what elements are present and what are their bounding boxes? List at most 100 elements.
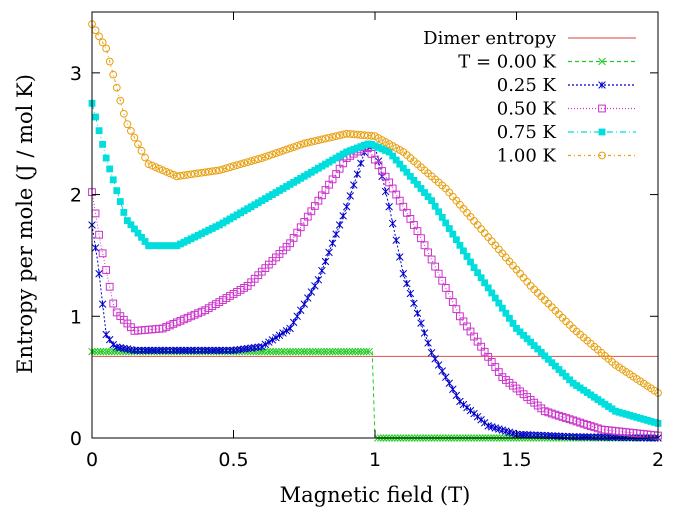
data-point: [272, 149, 280, 158]
data-point: [506, 314, 513, 322]
data-point: [93, 347, 102, 356]
data-point: [325, 158, 333, 166]
data-point: [99, 140, 107, 148]
data-point: [424, 193, 432, 200]
series-line: [91, 145, 659, 437]
data-point: [286, 181, 294, 188]
data-point: [445, 379, 454, 387]
data-point: [311, 282, 319, 290]
data-point: [346, 147, 354, 155]
data-point: [190, 346, 199, 355]
data-point: [484, 284, 492, 292]
data-point: [572, 433, 581, 441]
data-point: [95, 269, 103, 278]
data-point: [296, 140, 305, 149]
y-tick-label: 3: [70, 63, 82, 85]
data-point: [208, 225, 216, 232]
data-point: [212, 346, 220, 355]
data-point: [357, 159, 365, 168]
data-point: [378, 145, 386, 153]
data-point: [321, 134, 330, 143]
data-point: [346, 192, 354, 200]
data-point: [562, 432, 570, 441]
data-point: [452, 305, 461, 314]
legend-entry-3: 0.50 K: [497, 99, 636, 120]
data-point: [215, 166, 224, 175]
data-point: [237, 209, 244, 217]
data-point: [138, 233, 145, 241]
data-point: [307, 168, 315, 176]
data-point: [392, 156, 400, 164]
data-point: [151, 346, 160, 355]
data-point: [367, 131, 376, 140]
data-point: [102, 266, 111, 274]
data-point: [184, 237, 191, 244]
data-point: [265, 193, 273, 200]
data-point: [141, 238, 149, 245]
data-point: [587, 391, 595, 399]
data-point: [435, 208, 443, 216]
data-point: [467, 258, 474, 266]
data-point: [328, 133, 337, 141]
data-point: [417, 185, 425, 192]
data-point: [308, 347, 317, 356]
data-point: [523, 431, 531, 439]
data-point: [294, 347, 303, 356]
series-line: [91, 145, 659, 439]
data-point: [293, 141, 302, 150]
data-point: [615, 408, 623, 416]
data-point: [102, 330, 110, 339]
data-point: [311, 347, 320, 356]
data-point: [640, 415, 648, 423]
data-point: [304, 170, 312, 178]
legend-entry-1: T = 0.00 K: [458, 52, 636, 73]
data-point: [173, 242, 181, 250]
data-point: [604, 433, 613, 442]
data-point: [442, 219, 450, 227]
legend-entry-5: 1.00 K: [497, 146, 636, 167]
data-point: [410, 299, 418, 308]
data-point: [306, 347, 314, 356]
data-point: [300, 347, 309, 356]
data-point: [158, 166, 167, 175]
data-point: [643, 416, 651, 424]
legend-marker: [598, 81, 606, 89]
y-tick-label: 0: [70, 428, 82, 450]
data-point: [587, 433, 595, 441]
data-point: [275, 148, 284, 156]
data-point: [325, 347, 334, 356]
data-point: [328, 239, 337, 248]
legend-label: 0.25 K: [497, 75, 557, 96]
legend: Dimer entropy T = 0.00 K0.25 K 0.50 K0.75 …: [423, 28, 636, 167]
data-point: [265, 338, 273, 346]
data-point: [576, 433, 584, 441]
x-tick-label: 1: [369, 449, 381, 471]
data-point: [102, 44, 111, 53]
data-point: [144, 346, 153, 355]
data-point: [286, 144, 295, 153]
data-point: [325, 133, 333, 142]
data-point: [470, 264, 478, 271]
data-point: [502, 309, 510, 317]
data-point: [448, 192, 457, 201]
data-point: [268, 150, 277, 159]
data-point: [334, 347, 342, 356]
data-point: [310, 137, 319, 145]
data-point: [431, 355, 439, 363]
data-point: [145, 242, 152, 250]
data-point: [275, 331, 284, 340]
data-point: [254, 199, 262, 207]
data-point: [229, 162, 238, 171]
data-point: [633, 413, 641, 421]
data-point: [608, 433, 616, 442]
data-point: [332, 230, 340, 238]
data-point: [95, 32, 103, 41]
data-point: [318, 162, 326, 170]
data-point: [141, 153, 149, 162]
data-point: [116, 198, 124, 205]
data-point: [345, 347, 354, 356]
data-point: [130, 133, 139, 142]
data-point: [410, 176, 418, 184]
data-point: [445, 291, 454, 299]
data-point: [162, 346, 171, 355]
